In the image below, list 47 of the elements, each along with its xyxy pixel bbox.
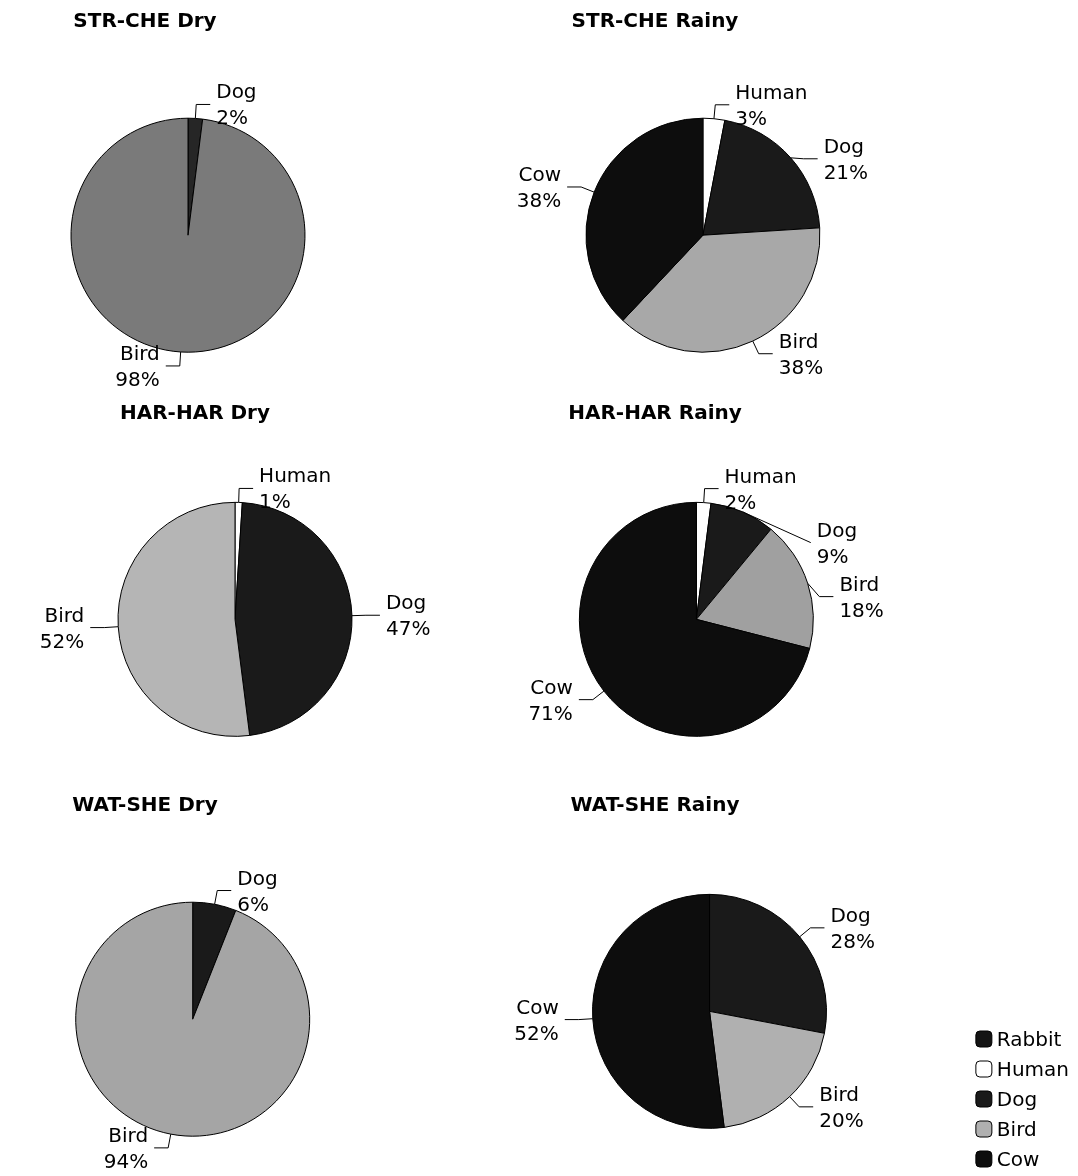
slice-label: Dog [216,79,257,104]
slice-label: Dog [237,865,278,890]
data-label: 52% [514,1020,559,1045]
slice-label: Bird [44,602,85,627]
chart-title: WAT-SHE Rainy [570,792,740,816]
slice-label: Cow [516,994,559,1019]
data-label: 47% [385,616,431,641]
legend-label: Cow [996,1147,1040,1171]
slice-label: Cow [518,161,562,186]
data-label: 2% [724,489,757,514]
slice-label: Dog [816,517,858,542]
data-label: 71% [528,700,573,725]
legend-label: Dog [996,1087,1038,1111]
data-label: 9% [816,543,849,568]
slice-label: Bird [119,340,160,365]
chart-title: WAT-SHE Dry [72,792,218,816]
chart-title: STR-CHE Dry [73,8,217,32]
data-label: 20% [819,1107,864,1132]
slice-label: Human [724,463,797,488]
slice-label: Dog [385,590,427,615]
data-label: 28% [830,928,875,953]
slice-label: Human [735,79,808,104]
data-label: 3% [735,105,767,130]
slice-label: Dog [823,133,864,158]
data-label: 98% [115,366,160,391]
slice-label: Human [259,463,332,488]
legend-label: Bird [996,1117,1037,1141]
data-label: 52% [39,628,85,653]
data-label: 6% [237,891,269,916]
slice-label: Bird [819,1081,860,1106]
slice-label: Cow [530,674,573,699]
data-label: 38% [778,354,824,379]
data-label: 1% [259,489,291,514]
slice-label: Dog [830,902,871,927]
legend-label: Rabbit [996,1027,1062,1051]
slice-label: Bird [778,328,819,353]
chart-title: HAR-HAR Rainy [568,400,742,424]
data-label: 94% [103,1148,149,1173]
data-label: 2% [216,105,248,130]
legend-label: Human [996,1057,1070,1081]
chart-title: STR-CHE Rainy [571,8,739,32]
chart-title: HAR-HAR Dry [120,400,270,424]
data-label: 38% [516,187,562,212]
slice-label: Bird [839,571,880,596]
slice-label: Bird [108,1122,149,1147]
data-label: 21% [823,159,869,184]
data-label: 18% [839,597,884,622]
